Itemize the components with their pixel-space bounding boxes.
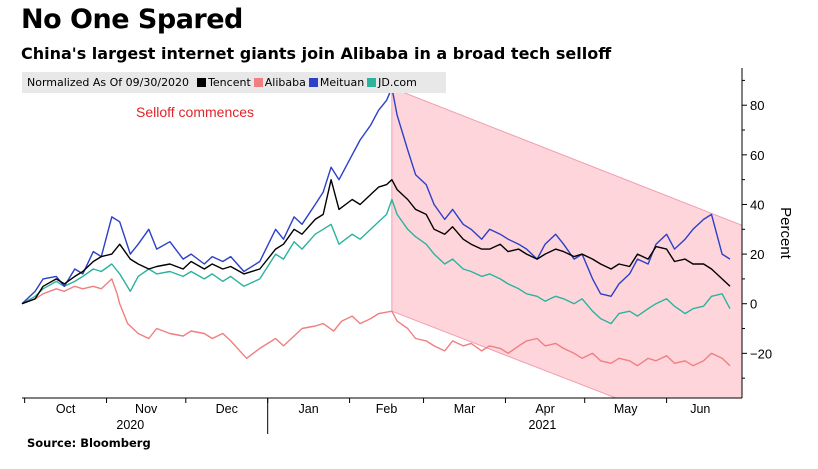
y-tick-label: 20 <box>750 247 764 262</box>
y-tick-label: −20 <box>750 346 772 361</box>
selloff-annotation: Selloff commences <box>136 104 254 120</box>
legend-label-jd: JD.com <box>378 76 417 89</box>
x-tick-label: Feb <box>376 402 398 416</box>
x-tick-label: Jan <box>299 402 319 416</box>
chart-title: No One Spared <box>21 4 243 35</box>
chart-subtitle: China's largest internet giants join Ali… <box>21 44 612 63</box>
legend: Normalized As Of 09/30/2020 Tencent Alib… <box>22 72 446 93</box>
legend-item-alibaba: Alibaba <box>253 76 306 89</box>
legend-label-tencent: Tencent <box>208 76 251 89</box>
legend-swatch-alibaba <box>253 78 263 87</box>
y-tick-label: 60 <box>750 148 764 163</box>
x-tick-label: Apr <box>535 402 554 416</box>
legend-label-alibaba: Alibaba <box>264 76 306 89</box>
selloff-band <box>391 87 742 399</box>
y-tick-label: 80 <box>750 98 764 113</box>
x-tick-label: Jun <box>690 402 710 416</box>
x-tick-label: Mar <box>454 402 476 416</box>
source-note: Source: Bloomberg <box>27 436 151 450</box>
x-tick-label: Nov <box>135 402 158 416</box>
legend-item-meituan: Meituan <box>308 76 365 89</box>
x-tick-label: Dec <box>216 402 238 416</box>
selloff-upper-edge <box>391 87 743 226</box>
x-year-label: 2021 <box>529 418 557 432</box>
axis-layer: −20 0 20 40 60 80 Percent Oct Nov Dec Jan Feb Mar Apr… <box>22 68 794 434</box>
x-tick-label: May <box>614 402 638 416</box>
x-tick-label: Oct <box>56 402 76 416</box>
legend-swatch-jd <box>367 78 377 87</box>
y-tick-label: 40 <box>750 197 764 212</box>
y-axis-label: Percent <box>777 207 794 260</box>
legend-note: Normalized As Of 09/30/2020 <box>27 76 190 89</box>
x-year-label: 2020 <box>116 418 144 432</box>
legend-item-jd: JD.com <box>367 76 417 89</box>
series-line-jdcom <box>21 198 731 325</box>
series-line-alibaba <box>21 278 731 367</box>
legend-swatch-meituan <box>308 78 318 87</box>
selloff-lower-edge <box>391 310 617 399</box>
y-tick-label: 0 <box>750 297 757 312</box>
series-line-tencent <box>21 179 731 305</box>
legend-item-tencent: Tencent <box>197 76 251 89</box>
legend-swatch-tencent <box>197 78 207 87</box>
legend-label-meituan: Meituan <box>319 76 365 89</box>
